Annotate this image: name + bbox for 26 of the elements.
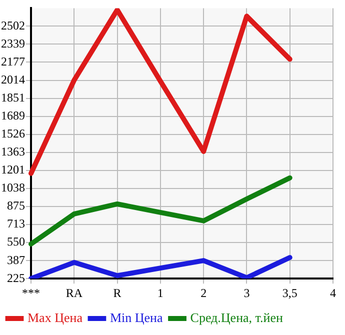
- legend-label: Сред.Цена, т.йен: [190, 310, 283, 325]
- y-tick-label: 1038: [1, 180, 25, 195]
- x-tick-label: 4: [330, 286, 336, 300]
- y-tick-label: 1851: [1, 90, 25, 104]
- y-tick-label: 550: [7, 234, 25, 249]
- legend-label: Min Цена: [110, 310, 163, 325]
- y-tick-label: 713: [7, 216, 25, 231]
- y-tick-label: 2014: [1, 72, 25, 86]
- legend-label: Max Цена: [28, 310, 83, 325]
- y-tick-label: 2339: [1, 36, 25, 50]
- y-tick-label: 225: [7, 270, 25, 285]
- y-tick-label: 2177: [1, 54, 25, 68]
- y-tick-label: 1526: [1, 126, 25, 141]
- y-tick-label: 387: [7, 252, 25, 267]
- x-tick-label: 2: [200, 286, 207, 300]
- x-tick-label: 1: [157, 286, 164, 300]
- y-tick-label: 875: [7, 198, 25, 213]
- x-tick-label: 3,5: [282, 286, 298, 300]
- y-tick-label: 2502: [1, 18, 25, 32]
- x-tick-label: R: [113, 286, 122, 300]
- y-tick-label: 1689: [1, 108, 25, 122]
- x-tick-label: 3: [244, 286, 250, 300]
- y-tick-label: 1201: [1, 162, 25, 177]
- y-tick-label: 1363: [1, 144, 25, 159]
- x-tick-label: ***: [22, 286, 40, 300]
- x-tick-label: RA: [66, 286, 83, 300]
